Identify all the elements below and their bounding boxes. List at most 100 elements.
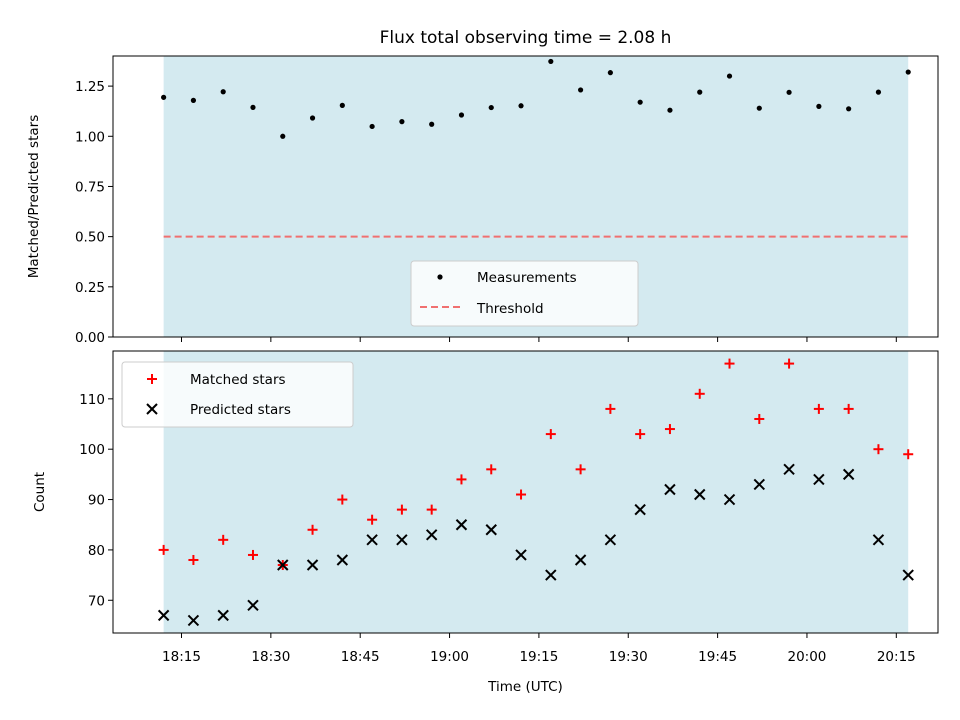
x-tick-label: 19:15 <box>519 649 558 665</box>
legend-x-glyph <box>146 403 158 415</box>
measurement-point <box>280 133 286 139</box>
y-tick-label: 110 <box>79 392 105 408</box>
predicted-stars-point <box>455 519 468 531</box>
count-legend: Matched stars Predicted stars <box>121 361 354 428</box>
count-y-axis-label: Count <box>32 472 48 512</box>
matched-stars-point <box>813 403 824 414</box>
matched-stars-point <box>188 554 199 565</box>
matched-stars-point <box>724 358 735 369</box>
measurement-point <box>726 73 733 79</box>
predicted-stars-point <box>396 534 408 546</box>
matched-stars-point <box>516 489 527 500</box>
predicted-stars-point <box>634 503 646 516</box>
x-tick-label: 20:00 <box>787 649 826 665</box>
measurement-point <box>875 89 882 95</box>
matched-stars-point <box>307 524 318 535</box>
predicted-stars-points <box>157 463 914 627</box>
legend-predicted-marker <box>146 403 158 415</box>
matched-stars-point <box>486 464 497 475</box>
matched-stars-point <box>337 494 348 505</box>
count-legend-box <box>121 361 354 428</box>
measurement-point <box>816 103 822 109</box>
matched-stars-point <box>396 504 407 515</box>
legend-predicted-label: Predicted stars <box>190 402 291 418</box>
y-tick-label: 0.25 <box>75 280 105 296</box>
predicted-stars-point <box>574 554 587 566</box>
measurement-point <box>399 119 405 125</box>
count-x-ticks: 18:15 18:30 18:45 19:00 19:15 19:30 19:45 20:00… <box>162 633 916 665</box>
measurement-point <box>488 104 494 111</box>
legend-matched-marker <box>147 374 157 384</box>
predicted-stars-point <box>783 463 795 476</box>
measurement-point <box>190 97 197 103</box>
x-tick-label: 18:45 <box>341 649 380 665</box>
ratio-y-ticks: 0.00 0.25 0.50 0.75 1.00 1.25 <box>75 79 113 346</box>
predicted-stars-point <box>247 599 259 612</box>
x-tick-label: 20:15 <box>877 649 916 665</box>
measurement-point <box>607 70 613 76</box>
ratio-y-axis-label: Matched/Predicted stars <box>26 115 42 278</box>
matched-stars-point <box>903 449 914 460</box>
measurement-point <box>846 106 852 112</box>
matched-stars-point <box>456 474 467 485</box>
predicted-stars-point <box>842 468 855 481</box>
predicted-stars-point <box>872 534 885 546</box>
predicted-stars-point <box>425 529 438 541</box>
y-tick-label: 90 <box>88 493 105 509</box>
matched-stars-point <box>754 413 765 424</box>
chart-title: Flux total observing time = 2.08 h <box>380 28 672 48</box>
predicted-stars-point <box>217 609 229 622</box>
predicted-stars-point <box>336 554 349 566</box>
measurement-point <box>667 107 673 113</box>
predicted-stars-point <box>366 534 378 546</box>
matched-stars-point <box>843 403 854 414</box>
measurement-point <box>518 103 524 109</box>
measurement-points <box>161 58 911 139</box>
measurement-point <box>339 102 345 108</box>
count-panel: 70 80 90 100 110 18:15 18:30 18:45 19:00 19:15 19… <box>32 350 939 695</box>
count-x-axis-label: Time (UTC) <box>487 679 563 695</box>
measurement-point <box>786 89 792 95</box>
x-tick-label: 19:45 <box>698 649 737 665</box>
matched-stars-point <box>635 429 646 440</box>
measurement-point <box>905 69 911 75</box>
x-tick-label: 19:30 <box>609 649 648 665</box>
predicted-stars-point <box>277 559 289 571</box>
predicted-stars-point <box>902 569 914 581</box>
legend-plus-glyph <box>147 374 157 384</box>
ratio-legend: Measurements Threshold <box>410 260 639 327</box>
measurement-point <box>369 123 375 130</box>
matched-stars-point <box>218 534 229 545</box>
matched-stars-points <box>158 358 914 571</box>
predicted-stars-point <box>485 524 497 536</box>
predicted-stars-point <box>306 559 319 571</box>
legend-matched-label: Matched stars <box>190 372 286 388</box>
measurement-point <box>429 121 435 127</box>
legend-threshold-label: Threshold <box>476 301 544 317</box>
predicted-stars-point <box>604 534 617 546</box>
x-tick-label: 18:15 <box>162 649 201 665</box>
measurement-point <box>637 99 643 105</box>
measurement-point <box>250 104 256 110</box>
measurement-point <box>577 87 584 93</box>
matched-stars-point <box>426 504 437 515</box>
predicted-stars-point <box>723 493 736 506</box>
matched-stars-point <box>694 388 705 399</box>
y-tick-label: 1.25 <box>75 79 105 95</box>
y-tick-label: 70 <box>88 593 105 609</box>
x-tick-label: 19:00 <box>430 649 469 665</box>
predicted-stars-point <box>664 483 676 496</box>
predicted-stars-point <box>187 614 200 627</box>
matched-stars-point <box>247 549 258 560</box>
predicted-stars-point <box>813 473 825 486</box>
matched-stars-point <box>545 429 556 440</box>
y-tick-label: 1.00 <box>75 129 105 145</box>
ratio-axes-frame <box>112 55 939 338</box>
predicted-stars-point <box>753 478 766 491</box>
predicted-stars-point <box>545 569 557 581</box>
x-tick-label: 18:30 <box>251 649 290 665</box>
ratio-legend-box <box>410 260 639 327</box>
matched-stars-point <box>784 358 795 369</box>
legend-measurements-label: Measurements <box>477 270 577 286</box>
count-y-ticks: 70 80 90 100 110 <box>79 392 113 609</box>
